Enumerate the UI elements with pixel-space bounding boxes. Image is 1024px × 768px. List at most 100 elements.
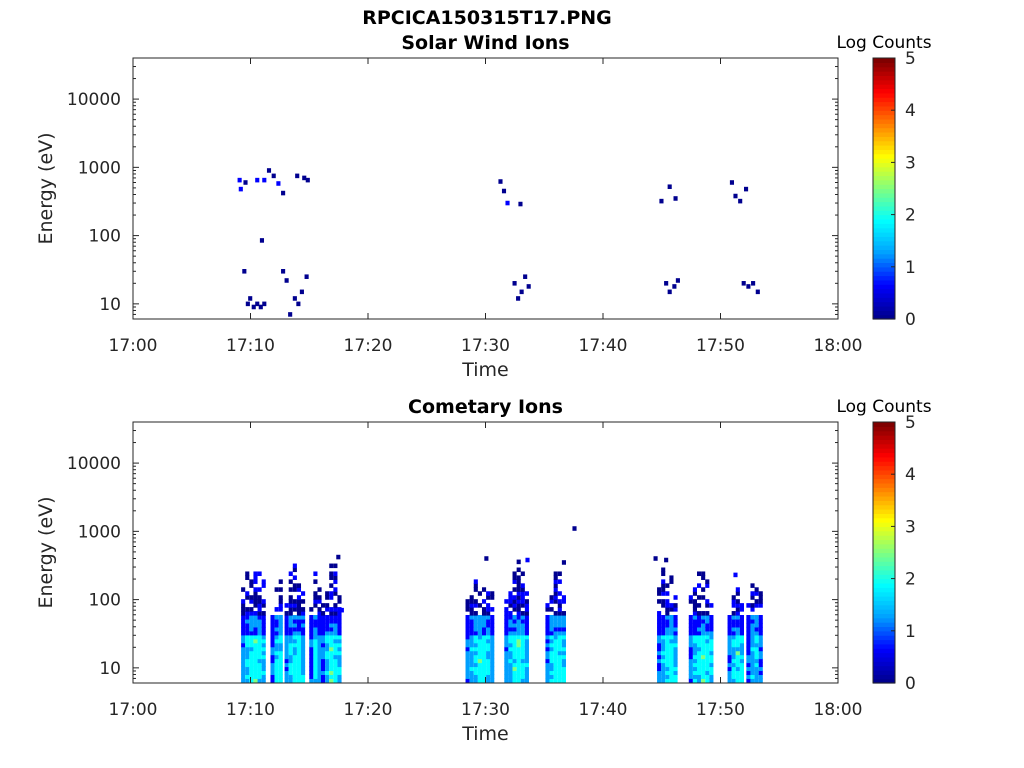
burst-cell: [329, 674, 334, 679]
burst-cell: [333, 622, 338, 628]
burst-cell: [669, 674, 674, 679]
colorbar-segment: [873, 210, 895, 216]
burst-cell: [561, 650, 566, 656]
burst-cell: [301, 654, 306, 660]
burst-cell: [754, 674, 759, 679]
colorbar-frame: [872, 57, 896, 320]
burst-cell: [701, 622, 706, 628]
burst-cell: [249, 595, 254, 600]
burst-cell: [746, 666, 751, 672]
burst-cell: [329, 666, 334, 672]
burst-cell: [758, 678, 763, 683]
burst-cell: [257, 654, 262, 660]
burst-cell: [549, 615, 554, 620]
burst-cell: [516, 583, 521, 588]
colorbar-segment: [873, 88, 895, 94]
burst-cell: [473, 638, 478, 644]
colorbar-segment: [873, 105, 895, 111]
colorbar-segment: [873, 253, 895, 259]
burst-cell: [469, 626, 474, 632]
burst-cell: [692, 646, 697, 652]
burst-cell: [688, 670, 693, 675]
burst-cell: [465, 666, 470, 672]
burst-cell: [557, 630, 562, 636]
burst-cell: [481, 658, 487, 664]
burst-cell: [561, 611, 566, 616]
burst-cell: [278, 666, 283, 672]
burst-cell: [516, 626, 521, 632]
burst-cell: [296, 670, 302, 675]
burst-cell: [701, 658, 706, 664]
burst-cell: [697, 650, 702, 656]
burst-cell: [477, 646, 482, 652]
burst-cell: [317, 666, 322, 672]
burst-cell: [278, 646, 283, 652]
colorbar-segment: [873, 630, 895, 636]
data-cell: [238, 186, 243, 192]
burst-cell: [473, 658, 478, 664]
burst-cell: [524, 642, 529, 648]
burst-cell: [516, 607, 521, 612]
burst-cell: [746, 662, 751, 668]
burst-cell: [504, 642, 509, 648]
x-tick-label: 17:10: [226, 700, 275, 720]
burst-cell: [473, 654, 478, 660]
burst-cell: [520, 599, 525, 604]
burst-cell: [750, 591, 755, 596]
burst-cell: [750, 674, 755, 679]
burst-cell: [486, 611, 491, 616]
burst-cell: [284, 642, 289, 648]
burst-cell: [520, 611, 525, 616]
burst-cell: [257, 618, 262, 624]
burst-cell: [325, 603, 330, 608]
burst-cell: [705, 678, 710, 683]
burst-cell: [278, 678, 283, 683]
burst-cell: [545, 678, 550, 683]
colorbar-segment: [873, 301, 895, 307]
burst-cell: [337, 638, 342, 644]
burst-cell: [735, 658, 740, 664]
burst-cell: [750, 666, 755, 672]
burst-cell: [661, 666, 666, 672]
burst-cell: [278, 662, 283, 668]
burst-cell: [309, 658, 314, 664]
burst-cell: [727, 626, 732, 632]
burst-cell: [465, 642, 470, 648]
burst-cell: [661, 630, 666, 636]
burst-cell: [504, 646, 509, 652]
burst-cell: [561, 666, 566, 672]
burst-cell: [661, 650, 666, 656]
burst-cell: [296, 666, 302, 672]
burst-cell: [296, 650, 302, 656]
burst-cell: [731, 634, 736, 640]
burst-cell: [274, 666, 279, 672]
burst-cell: [284, 666, 289, 672]
burst-cell: [508, 642, 513, 648]
burst-cell: [516, 674, 521, 679]
burst-cell: [257, 658, 262, 664]
burst-cell: [758, 591, 763, 596]
burst-cell: [731, 626, 736, 632]
burst-cell: [278, 654, 283, 660]
burst-cell: [245, 654, 250, 660]
burst-cell: [701, 646, 706, 652]
data-cell: [284, 278, 289, 283]
burst-cell: [557, 618, 562, 624]
colorbar-segment: [873, 639, 895, 645]
data-cell: [672, 284, 677, 289]
colorbar-segment: [873, 435, 895, 440]
burst-cell: [553, 642, 558, 648]
colorbar-segment: [873, 665, 895, 671]
burst-cell: [739, 658, 744, 664]
burst-cell: [739, 622, 744, 628]
burst-cell: [731, 658, 736, 664]
burst-cell: [253, 615, 258, 620]
burst-cell: [688, 615, 693, 620]
burst-cell: [754, 615, 759, 620]
y-tick-label: 10000: [67, 90, 121, 110]
colorbar-segment: [873, 478, 895, 484]
burst-cell: [245, 646, 250, 652]
burst-cell: [701, 571, 706, 577]
burst-cell: [253, 630, 258, 636]
colorbar-segment: [873, 84, 895, 90]
